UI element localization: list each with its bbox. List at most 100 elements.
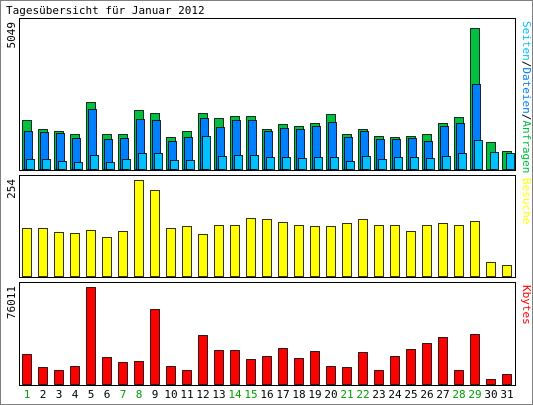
bar-besuche-day-10 xyxy=(166,228,176,277)
bar-besuche-day-4 xyxy=(70,233,80,277)
bar-seiten-day-30 xyxy=(490,152,499,170)
panel-frame xyxy=(19,282,516,386)
bar-besuche-day-9 xyxy=(150,190,160,277)
bar-besuche-day-11 xyxy=(182,226,192,277)
bar-besuche-day-17 xyxy=(278,222,288,277)
bar-kbytes-day-29 xyxy=(470,334,480,385)
bar-kbytes-day-16 xyxy=(262,356,272,385)
x-tick-label: 16 xyxy=(260,388,273,401)
x-tick-label: 3 xyxy=(56,388,63,401)
bar-kbytes-day-23 xyxy=(374,370,384,385)
x-tick-label: 20 xyxy=(324,388,337,401)
bar-kbytes-day-13 xyxy=(214,350,224,385)
bar-besuche-day-14 xyxy=(230,225,240,277)
x-tick-label: 7 xyxy=(120,388,127,401)
bar-seiten-day-31 xyxy=(506,153,515,170)
bar-seiten-day-6 xyxy=(106,162,115,170)
bar-seiten-day-14 xyxy=(234,155,243,170)
bar-kbytes-day-14 xyxy=(230,350,240,385)
x-tick-label: 15 xyxy=(244,388,257,401)
bar-kbytes-day-7 xyxy=(118,362,128,385)
bar-besuche-day-1 xyxy=(22,228,32,277)
bar-kbytes-day-26 xyxy=(422,343,432,385)
bar-besuche-day-23 xyxy=(374,225,384,277)
bar-besuche-day-20 xyxy=(326,226,336,277)
bar-seiten-day-13 xyxy=(218,156,227,170)
bar-seiten-day-3 xyxy=(58,161,67,170)
bar-besuche-day-29 xyxy=(470,221,480,277)
bar-seiten-day-23 xyxy=(378,159,387,170)
chart-title: Tagesübersicht für Januar 2012 xyxy=(6,4,205,17)
bar-kbytes-day-19 xyxy=(310,351,320,385)
bar-kbytes-day-1 xyxy=(22,354,32,385)
x-tick-label: 10 xyxy=(164,388,177,401)
bar-besuche-day-2 xyxy=(38,228,48,277)
x-tick-label: 23 xyxy=(372,388,385,401)
panel-legend: Seiten/Dateien/Anfragen xyxy=(520,21,533,173)
x-tick-label: 2 xyxy=(40,388,47,401)
legend-entry: Besuche xyxy=(520,178,533,224)
bar-seiten-day-18 xyxy=(298,158,307,170)
panel-max-label: 254 xyxy=(5,179,18,199)
x-tick-label: 26 xyxy=(420,388,433,401)
x-tick-label: 29 xyxy=(468,388,481,401)
bar-seiten-day-22 xyxy=(362,156,371,170)
bar-besuche-day-25 xyxy=(406,231,416,277)
bar-besuche-day-12 xyxy=(198,234,208,277)
x-tick-label: 1 xyxy=(24,388,31,401)
bar-kbytes-day-31 xyxy=(502,374,512,385)
bar-besuche-day-26 xyxy=(422,225,432,277)
x-tick-label: 27 xyxy=(436,388,449,401)
x-tick-label: 12 xyxy=(196,388,209,401)
bar-besuche-day-30 xyxy=(486,262,496,277)
bar-kbytes-day-6 xyxy=(102,357,112,385)
x-tick-label: 24 xyxy=(388,388,402,401)
bar-seiten-day-20 xyxy=(330,157,339,170)
legend-entry: Dateien xyxy=(520,67,533,113)
bar-seiten-day-24 xyxy=(394,157,403,170)
bar-kbytes-day-2 xyxy=(38,367,48,385)
bar-seiten-day-25 xyxy=(410,157,419,170)
legend-entry: / xyxy=(520,61,533,68)
bar-besuche-day-8 xyxy=(134,180,144,277)
bar-kbytes-day-15 xyxy=(246,359,256,385)
bar-seiten-day-7 xyxy=(122,159,131,170)
bar-seiten-day-29 xyxy=(474,140,483,170)
legend-entry: Anfragen xyxy=(520,120,533,173)
bar-seiten-day-15 xyxy=(250,155,259,170)
bar-besuche-day-27 xyxy=(438,223,448,277)
x-tick-label: 22 xyxy=(356,388,369,401)
bar-seiten-day-16 xyxy=(266,157,275,170)
bar-besuche-day-5 xyxy=(86,230,96,277)
bar-besuche-day-3 xyxy=(54,232,64,277)
bar-seiten-day-27 xyxy=(442,156,451,170)
x-tick-label: 14 xyxy=(228,388,242,401)
bar-seiten-day-17 xyxy=(282,157,291,170)
bar-seiten-day-11 xyxy=(186,160,195,170)
bar-kbytes-day-25 xyxy=(406,349,416,385)
x-tick-label: 25 xyxy=(404,388,417,401)
bar-besuche-day-6 xyxy=(102,237,112,277)
bar-seiten-day-9 xyxy=(154,153,163,170)
bar-kbytes-day-11 xyxy=(182,370,192,385)
bar-seiten-day-2 xyxy=(42,159,51,170)
x-tick-label: 18 xyxy=(292,388,305,401)
bar-besuche-day-15 xyxy=(246,218,256,277)
x-tick-label: 30 xyxy=(484,388,497,401)
panel-frame xyxy=(19,18,516,171)
legend-entry: / xyxy=(520,114,533,121)
panel-max-label: 76011 xyxy=(5,286,18,319)
panel-visits: 254 Besuche xyxy=(5,175,533,278)
bar-kbytes-day-18 xyxy=(294,358,304,385)
x-tick-label: 5 xyxy=(88,388,95,401)
bar-besuche-day-21 xyxy=(342,223,352,277)
x-tick-label: 19 xyxy=(308,388,321,401)
bar-seiten-day-28 xyxy=(458,153,467,170)
x-tick-label: 8 xyxy=(136,388,143,401)
x-tick-label: 9 xyxy=(152,388,159,401)
bar-kbytes-day-22 xyxy=(358,352,368,385)
bar-besuche-day-19 xyxy=(310,226,320,277)
x-tick-label: 6 xyxy=(104,388,111,401)
